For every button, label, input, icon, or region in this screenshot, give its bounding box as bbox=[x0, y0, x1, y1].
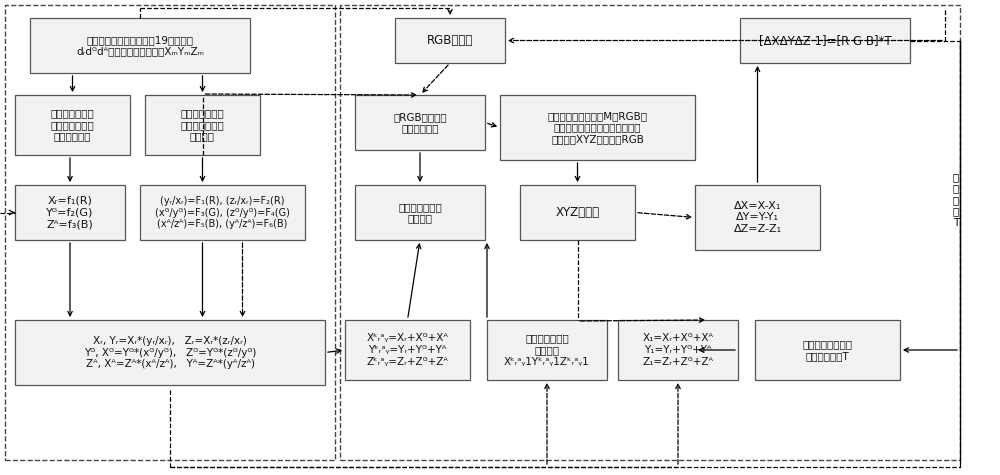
Text: X₁=Xᵣ+Xᴳ+Xᴬ
Y₁=Yᵣ+Yᴳ+Yᴬ
Z₁=Zᵣ+Zᴳ+Zᴬ: X₁=Xᵣ+Xᴳ+Xᴬ Y₁=Yᵣ+Yᴳ+Yᴬ Z₁=Zᵣ+Zᴳ+Zᴬ bbox=[642, 333, 714, 367]
Bar bbox=[140, 185, 305, 240]
Text: 测量理论灰色的
三刺激值
Xᵏᵣᵃᵧ1Yᵏᵣᵃᵧ1Zᵏᵣᵃᵧ1: 测量理论灰色的 三刺激值 Xᵏᵣᵃᵧ1Yᵏᵣᵃᵧ1Zᵏᵣᵃᵧ1 bbox=[504, 333, 590, 367]
Bar bbox=[500, 95, 695, 160]
Bar bbox=[395, 18, 505, 63]
Bar bbox=[15, 95, 130, 155]
Bar bbox=[740, 18, 910, 63]
Text: Xᵏᵣᵃᵧ=Xᵣ+Xᴳ+Xᴬ
Yᵏᵣᵃᵧ=Yᵣ+Yᴳ+Yᴬ
Zᵏᵣᵃᵧ=Zᵣ+Zᴳ+Zᴬ: Xᵏᵣᵃᵧ=Xᵣ+Xᴳ+Xᴬ Yᵏᵣᵃᵧ=Yᵣ+Yᴳ+Yᴬ Zᵏᵣᵃᵧ=Zᵣ+Z… bbox=[367, 333, 448, 367]
Bar bbox=[5, 5, 335, 460]
Text: Xᵣ, Yᵣ=Xᵣ*(yᵣ/xᵣ),   Zᵣ=Xᵣ*(zᵣ/xᵣ)
Yᴳ, Xᴳ=Yᴳ*(xᴳ/yᴳ),   Zᴳ=Yᴳ*(zᴳ/yᴳ)
Zᴬ, Xᴬ=Zᴬ*: Xᵣ, Yᵣ=Xᵣ*(yᵣ/xᵣ), Zᵣ=Xᵣ*(zᵣ/xᵣ) Yᴳ, Xᴳ=… bbox=[84, 336, 256, 369]
Text: 对各基色按选定间隔选取19个驱动值
dᵣdᴳdᴬ，并测量其三刺激值XₘYₘZₘ: 对各基色按选定间隔选取19个驱动值 dᵣdᴳdᴬ，并测量其三刺激值XₘYₘZₘ bbox=[76, 35, 204, 57]
Bar bbox=[345, 320, 470, 380]
Bar bbox=[15, 320, 325, 385]
Bar bbox=[15, 185, 125, 240]
Text: XYZ数据集: XYZ数据集 bbox=[555, 206, 600, 219]
Text: ΔX=X-X₁
ΔY=Y-Y₁
ΔZ=Z-Z₁: ΔX=X-X₁ ΔY=Y-Y₁ ΔZ=Z-Z₁ bbox=[733, 201, 782, 234]
Bar bbox=[618, 320, 738, 380]
Bar bbox=[355, 95, 485, 150]
Text: 在每个子空间中测量M组RGB驱
动值对应的三刺激值，得到数据
集测量值XYZ和驱动值RGB: 在每个子空间中测量M组RGB驱 动值对应的三刺激值，得到数据 集测量值XYZ和驱… bbox=[548, 111, 648, 144]
Bar bbox=[520, 185, 635, 240]
Text: Xᵣ=f₁(R)
Yᴳ=f₂(G)
Zᴬ=f₃(B): Xᵣ=f₁(R) Yᴳ=f₂(G) Zᴬ=f₃(B) bbox=[46, 196, 94, 229]
Bar bbox=[145, 95, 260, 155]
Text: RGB数据集: RGB数据集 bbox=[427, 34, 473, 47]
Text: [ΔXΔYΔZ 1]=[R G B]*T: [ΔXΔYΔZ 1]=[R G B]*T bbox=[759, 34, 891, 47]
Text: 解
方
程
求
T: 解 方 程 求 T bbox=[953, 172, 959, 228]
Bar bbox=[355, 185, 485, 240]
Text: 拟合各基色的驱
动值与色品值比
值的关系: 拟合各基色的驱 动值与色品值比 值的关系 bbox=[181, 108, 224, 142]
Bar bbox=[487, 320, 607, 380]
Text: 求测量值与计算
值的差值: 求测量值与计算 值的差值 bbox=[398, 202, 442, 223]
Bar bbox=[755, 320, 900, 380]
Bar bbox=[30, 18, 250, 73]
Bar bbox=[340, 5, 960, 460]
Text: 分段拟合各基色
的驱动值与其主
刺激值的关系: 分段拟合各基色 的驱动值与其主 刺激值的关系 bbox=[51, 108, 94, 142]
Text: (yᵣ/xᵣ)=F₁(R), (zᵣ/xᵣ)=F₂(R)
(xᴳ/yᴳ)=F₃(G), (zᴳ/yᴳ)=F₄(G)
(xᴬ/zᴬ)=F₅(B), (yᴬ/zᴬ): (yᵣ/xᵣ)=F₁(R), (zᵣ/xᵣ)=F₂(R) (xᴳ/yᴳ)=F₃(… bbox=[155, 196, 290, 229]
Text: 得到每个子空间的
误差系数矩阵T: 得到每个子空间的 误差系数矩阵T bbox=[802, 339, 852, 361]
Text: 将RGB空间划分
为多个子空间: 将RGB空间划分 为多个子空间 bbox=[393, 112, 447, 133]
Bar bbox=[695, 185, 820, 250]
